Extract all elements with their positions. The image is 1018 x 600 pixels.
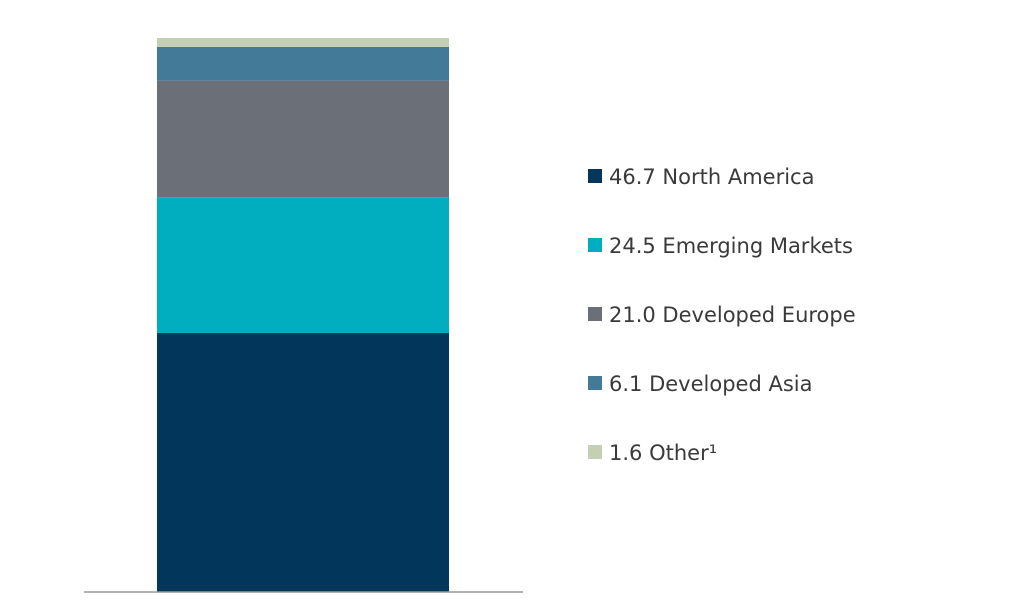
legend-swatch xyxy=(588,445,602,459)
bar-segment-developed-asia xyxy=(157,46,449,81)
legend-item: 1.6 Other¹ xyxy=(588,441,717,465)
bar-segment-north-america xyxy=(157,333,449,592)
legend-item: 21.0 Developed Europe xyxy=(588,303,856,327)
legend-swatch xyxy=(588,376,602,390)
legend: 46.7 North America 24.5 Emerging Markets 2… xyxy=(588,165,856,465)
legend-item: 24.5 Emerging Markets xyxy=(588,234,853,258)
bar-segment-developed-europe xyxy=(157,80,449,198)
legend-label: 24.5 Emerging Markets xyxy=(609,234,853,258)
legend-swatch xyxy=(588,307,602,321)
legend-label: 6.1 Developed Asia xyxy=(609,372,812,396)
legend-label: 46.7 North America xyxy=(609,165,814,189)
legend-label: 1.6 Other¹ xyxy=(609,441,717,465)
bar-segment-emerging-markets xyxy=(157,197,449,334)
bar-segments xyxy=(157,38,449,592)
legend-item: 6.1 Developed Asia xyxy=(588,372,812,396)
legend-swatch xyxy=(588,238,602,252)
bar-segment-other xyxy=(157,38,449,47)
legend-swatch xyxy=(588,169,602,183)
legend-item: 46.7 North America xyxy=(588,165,814,189)
legend-label: 21.0 Developed Europe xyxy=(609,303,856,327)
